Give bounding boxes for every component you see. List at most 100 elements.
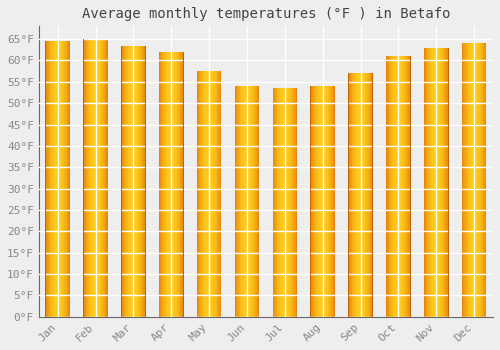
Bar: [350, 73, 352, 317]
Bar: [172, 52, 173, 317]
Bar: [181, 52, 182, 317]
Bar: [466, 43, 468, 317]
Bar: [142, 46, 144, 317]
Bar: [432, 48, 433, 317]
Bar: [464, 43, 465, 317]
Bar: [69, 41, 70, 317]
Bar: [170, 52, 172, 317]
Bar: [125, 46, 126, 317]
Bar: [409, 56, 410, 317]
Bar: [211, 71, 212, 317]
Bar: [317, 86, 318, 317]
Bar: [237, 86, 238, 317]
Bar: [89, 39, 90, 317]
Bar: [288, 88, 289, 317]
Bar: [440, 48, 441, 317]
Bar: [372, 73, 373, 317]
Bar: [354, 73, 355, 317]
Bar: [366, 73, 367, 317]
Bar: [240, 86, 242, 317]
Bar: [274, 88, 275, 317]
Bar: [50, 41, 51, 317]
Bar: [282, 88, 283, 317]
Bar: [256, 86, 257, 317]
Bar: [174, 52, 176, 317]
Bar: [65, 41, 66, 317]
Bar: [88, 39, 89, 317]
Bar: [433, 48, 434, 317]
Bar: [364, 73, 366, 317]
Bar: [348, 73, 349, 317]
Bar: [99, 39, 100, 317]
Bar: [100, 39, 102, 317]
Bar: [107, 39, 108, 317]
Bar: [469, 43, 470, 317]
Bar: [135, 46, 136, 317]
Bar: [98, 39, 99, 317]
Bar: [312, 86, 313, 317]
Bar: [54, 41, 56, 317]
Bar: [438, 48, 440, 317]
Bar: [106, 39, 107, 317]
Bar: [52, 41, 53, 317]
Bar: [402, 56, 404, 317]
Bar: [239, 86, 240, 317]
Bar: [405, 56, 406, 317]
Bar: [311, 86, 312, 317]
Bar: [84, 39, 85, 317]
Bar: [447, 48, 448, 317]
Bar: [353, 73, 354, 317]
Bar: [355, 73, 356, 317]
Bar: [428, 48, 429, 317]
Bar: [134, 46, 135, 317]
Bar: [64, 41, 65, 317]
Bar: [316, 86, 317, 317]
Bar: [286, 88, 288, 317]
Bar: [360, 73, 362, 317]
Bar: [462, 43, 464, 317]
Bar: [332, 86, 334, 317]
Bar: [324, 86, 325, 317]
Bar: [313, 86, 314, 317]
Bar: [132, 46, 134, 317]
Bar: [180, 52, 181, 317]
Bar: [444, 48, 446, 317]
Bar: [102, 39, 103, 317]
Bar: [478, 43, 479, 317]
Bar: [294, 88, 296, 317]
Bar: [214, 71, 215, 317]
Bar: [139, 46, 140, 317]
Bar: [163, 52, 164, 317]
Bar: [198, 71, 200, 317]
Bar: [275, 88, 276, 317]
Bar: [349, 73, 350, 317]
Bar: [86, 39, 88, 317]
Bar: [254, 86, 255, 317]
Bar: [200, 71, 201, 317]
Bar: [47, 41, 48, 317]
Bar: [363, 73, 364, 317]
Bar: [123, 46, 124, 317]
Bar: [398, 56, 399, 317]
Bar: [408, 56, 409, 317]
Bar: [480, 43, 482, 317]
Bar: [285, 88, 286, 317]
Bar: [130, 46, 131, 317]
Bar: [173, 52, 174, 317]
Bar: [197, 71, 198, 317]
Bar: [442, 48, 443, 317]
Bar: [272, 88, 274, 317]
Bar: [66, 41, 67, 317]
Bar: [51, 41, 52, 317]
Bar: [426, 48, 428, 317]
Bar: [279, 88, 280, 317]
Bar: [406, 56, 408, 317]
Bar: [394, 56, 395, 317]
Bar: [289, 88, 290, 317]
Bar: [369, 73, 370, 317]
Bar: [243, 86, 244, 317]
Bar: [425, 48, 426, 317]
Bar: [387, 56, 388, 317]
Bar: [258, 86, 260, 317]
Bar: [56, 41, 57, 317]
